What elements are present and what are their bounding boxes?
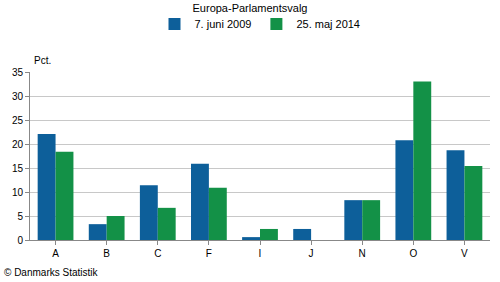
svg-text:V: V bbox=[461, 248, 468, 259]
svg-text:7. juni 2009: 7. juni 2009 bbox=[195, 18, 252, 30]
svg-text:J: J bbox=[309, 248, 314, 259]
svg-text:F: F bbox=[206, 248, 212, 259]
svg-text:© Danmarks Statistik: © Danmarks Statistik bbox=[4, 267, 99, 278]
svg-text:15: 15 bbox=[12, 163, 24, 174]
svg-text:N: N bbox=[359, 248, 366, 259]
svg-text:Pct.: Pct. bbox=[34, 55, 51, 66]
svg-text:25. maj 2014: 25. maj 2014 bbox=[296, 18, 360, 30]
svg-text:C: C bbox=[154, 248, 161, 259]
svg-text:20: 20 bbox=[12, 139, 24, 150]
svg-text:35: 35 bbox=[12, 67, 24, 78]
svg-text:0: 0 bbox=[17, 235, 23, 246]
svg-text:25: 25 bbox=[12, 115, 24, 126]
svg-text:A: A bbox=[52, 248, 59, 259]
svg-text:B: B bbox=[103, 248, 110, 259]
svg-text:10: 10 bbox=[12, 187, 24, 198]
svg-text:30: 30 bbox=[12, 91, 24, 102]
svg-text:Europa-Parlamentsvalg: Europa-Parlamentsvalg bbox=[193, 2, 308, 14]
svg-text:I: I bbox=[259, 248, 262, 259]
svg-text:O: O bbox=[409, 248, 417, 259]
svg-text:5: 5 bbox=[17, 211, 23, 222]
